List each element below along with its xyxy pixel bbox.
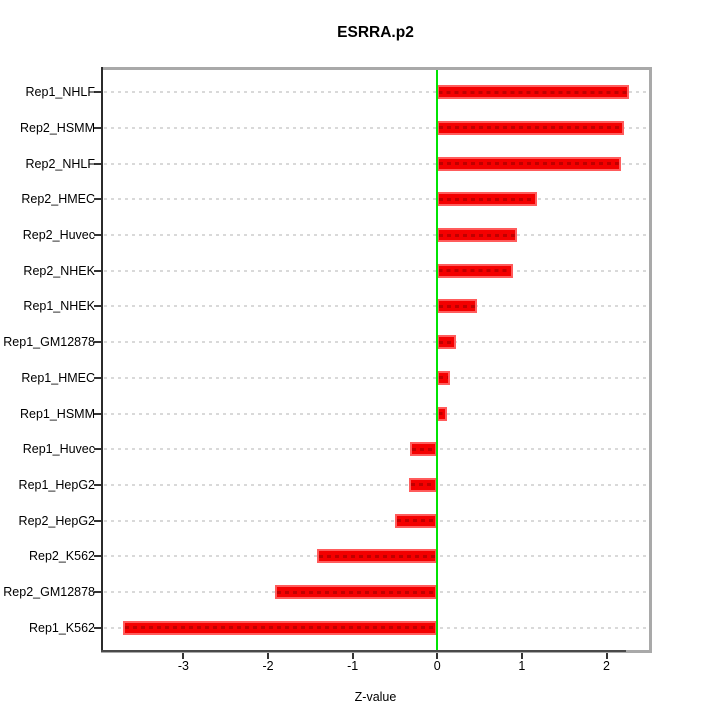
gridline (104, 519, 647, 522)
x-tick-label: 1 (518, 659, 526, 673)
y-tick-mark (94, 162, 101, 165)
plot-frame-top (101, 67, 652, 70)
x-tick-mark (436, 653, 439, 659)
bar (437, 370, 450, 385)
y-axis-label: Rep2_HMEC (21, 192, 95, 207)
gridline (104, 162, 647, 165)
gridline (104, 198, 647, 201)
bar (437, 335, 456, 350)
bar (437, 406, 447, 421)
x-axis-line (101, 650, 626, 652)
gridline (104, 412, 647, 415)
y-axis-label: Rep1_HSMM (19, 406, 95, 421)
y-axis-label: Rep1_HepG2 (18, 477, 95, 492)
x-tick-mark (182, 653, 185, 659)
gridline (104, 126, 647, 129)
y-axis-label: Rep1_NHLF (25, 85, 95, 100)
bar (437, 85, 629, 100)
bar (317, 549, 438, 564)
bar (437, 120, 625, 135)
x-tick-label: 2 (603, 659, 610, 673)
y-tick-mark (94, 483, 101, 486)
x-tick-mark (520, 653, 523, 659)
y-axis-label: Rep2_K562 (28, 549, 95, 564)
zero-reference-line (436, 70, 439, 650)
gridline (104, 483, 647, 486)
y-tick-mark (94, 448, 101, 451)
bar (408, 477, 438, 492)
y-axis-line (101, 67, 103, 652)
x-tick-label: -2 (262, 659, 274, 673)
chart-title: ESRRA.p2 (337, 24, 414, 41)
x-axis-title: Z-value (354, 690, 397, 704)
y-tick-mark (94, 591, 101, 593)
bar (123, 620, 438, 635)
y-tick-mark (94, 412, 101, 415)
x-tick-mark (267, 653, 270, 659)
bar (410, 442, 438, 457)
bar (437, 299, 478, 314)
y-axis-label: Rep2_NHLF (25, 156, 95, 171)
x-tick-mark (351, 653, 354, 659)
y-tick-mark (94, 91, 101, 94)
gridline (104, 269, 647, 272)
x-tick-mark (605, 653, 608, 659)
y-tick-mark (94, 126, 101, 129)
y-tick-mark (94, 198, 101, 201)
y-axis-label: Rep2_NHEK (23, 263, 95, 278)
bar (437, 228, 517, 243)
bar (437, 156, 621, 171)
y-tick-mark (94, 269, 101, 272)
x-tick-label: -3 (177, 659, 189, 673)
gridline (104, 341, 647, 344)
gridline (104, 234, 647, 237)
bar (437, 263, 513, 278)
y-tick-mark (94, 341, 101, 344)
y-axis-label: Rep2_GM12878 (3, 585, 95, 599)
y-tick-mark (94, 555, 101, 558)
y-axis-label: Rep2_HSMM (19, 120, 95, 135)
y-axis-label: Rep1_K562 (28, 620, 95, 635)
gridline (104, 91, 647, 94)
y-axis-label: Rep2_HepG2 (18, 513, 95, 528)
y-axis-label: Rep2_Huvec (22, 228, 95, 243)
y-axis-label: Rep1_GM12878 (3, 335, 95, 350)
gridline (104, 448, 647, 451)
bar (394, 513, 438, 528)
gridline (104, 376, 647, 379)
bar (274, 585, 438, 599)
y-tick-mark (94, 305, 101, 308)
y-tick-mark (94, 234, 101, 237)
gridline (104, 305, 647, 308)
bar (437, 192, 538, 207)
y-axis-label: Rep1_Huvec (22, 442, 95, 457)
y-tick-mark (94, 519, 101, 522)
y-axis-label: Rep1_NHEK (23, 299, 95, 314)
y-tick-mark (94, 376, 101, 379)
x-tick-label: 0 (433, 659, 441, 673)
plot-frame-right (649, 67, 652, 653)
x-tick-label: -1 (347, 659, 359, 673)
y-tick-mark (94, 626, 101, 629)
y-axis-label: Rep1_HMEC (21, 370, 95, 385)
